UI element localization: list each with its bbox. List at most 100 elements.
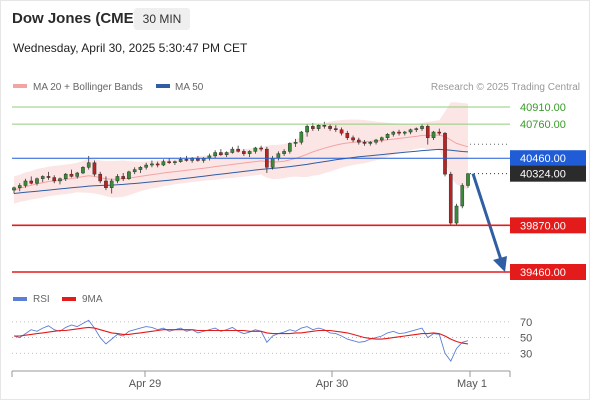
candle-body — [29, 180, 34, 184]
candle — [368, 141, 373, 146]
candle — [155, 161, 160, 168]
candle-body — [23, 180, 28, 186]
candle-body — [385, 134, 390, 138]
candle — [230, 146, 235, 154]
candle — [213, 150, 217, 159]
candle — [161, 159, 166, 167]
candle-body — [408, 129, 413, 133]
candle-body — [334, 128, 338, 130]
candle — [316, 124, 321, 131]
candle — [466, 173, 470, 188]
candle-body — [132, 169, 137, 173]
candle — [425, 124, 430, 145]
candle-body — [328, 126, 332, 129]
candle — [345, 130, 350, 140]
candle — [12, 186, 16, 194]
level-resistance: 40910.00 — [12, 102, 566, 114]
candle — [92, 160, 97, 177]
candle — [391, 130, 396, 137]
candle — [379, 136, 384, 143]
candle — [115, 174, 120, 184]
candle — [75, 171, 80, 179]
candle-body — [173, 161, 177, 163]
candle — [448, 171, 453, 226]
candle — [224, 151, 229, 158]
candle — [253, 146, 258, 154]
candle — [414, 127, 419, 133]
candle-body — [351, 137, 355, 141]
candle-body — [414, 128, 419, 130]
candle-body — [81, 167, 85, 174]
forecast-arrow-head — [493, 256, 507, 272]
ma50-legend-label: MA 50 — [175, 82, 204, 93]
candle-body — [109, 180, 114, 188]
time-axis-label: May 1 — [457, 378, 487, 390]
candle-body — [40, 176, 45, 179]
rsi-legend: RSI 9MA — [13, 294, 103, 305]
level-support: 39460.00 — [12, 264, 586, 280]
chart-header: Dow Jones (CME) 30 MIN — [0, 0, 590, 36]
bollinger-legend-swatch — [13, 84, 27, 88]
candle — [357, 137, 361, 145]
timeframe-button[interactable]: 30 MIN — [134, 8, 190, 30]
ma50-line — [13, 148, 469, 194]
ma20-line — [13, 134, 469, 191]
candle-body — [253, 147, 258, 152]
candle — [104, 176, 108, 191]
candle-body — [454, 205, 459, 224]
timestamp: Wednesday, April 30, 2025 5:30:47 PM CET — [13, 41, 248, 55]
candle-body — [420, 126, 424, 129]
candle — [35, 177, 39, 186]
candle — [408, 128, 413, 135]
candle-body — [115, 176, 120, 182]
candle — [454, 203, 459, 226]
candle-body — [127, 171, 131, 179]
candle — [173, 160, 177, 166]
resistance-label: 40760.00 — [520, 119, 566, 131]
candle — [443, 132, 447, 177]
candle — [40, 175, 45, 183]
candle — [385, 133, 390, 140]
forecast-arrow-shaft — [471, 173, 504, 264]
candle-body — [379, 137, 384, 141]
candle — [81, 166, 85, 175]
candle-body — [368, 142, 373, 144]
candle-body — [161, 161, 166, 166]
candle — [236, 145, 240, 153]
candle — [23, 178, 28, 188]
level-last: 40324.00 — [470, 165, 586, 182]
candle — [293, 138, 298, 147]
support-label: 39460.00 — [520, 267, 566, 279]
candle-body — [138, 167, 143, 170]
candle — [242, 149, 246, 156]
candle — [150, 160, 154, 168]
support-tag — [510, 264, 586, 280]
candle-body — [236, 148, 240, 152]
candle-body — [339, 129, 344, 134]
candle — [29, 176, 34, 185]
candle — [144, 162, 148, 170]
candle-body — [270, 158, 275, 168]
rsi-ma-legend-swatch — [62, 297, 76, 301]
candle — [109, 178, 114, 194]
rsi-panel: 70 50 30 — [12, 317, 532, 362]
candle-body — [299, 131, 304, 143]
rsi-ma-line — [14, 326, 469, 345]
candle-body — [391, 131, 396, 135]
candle — [247, 150, 252, 158]
candle — [339, 127, 344, 136]
candle — [402, 130, 407, 136]
candle-body — [213, 152, 217, 157]
candle-body — [466, 173, 470, 186]
candle — [98, 171, 103, 184]
candle-body — [98, 173, 103, 182]
candle — [52, 175, 57, 184]
pivot-label: 40460.00 — [520, 153, 566, 165]
candle-body — [121, 176, 125, 179]
candle — [132, 167, 137, 175]
rsi-line — [13, 319, 469, 362]
candle — [299, 130, 304, 145]
candle — [63, 173, 68, 181]
candle-body — [362, 142, 367, 144]
candle-body — [150, 163, 154, 166]
